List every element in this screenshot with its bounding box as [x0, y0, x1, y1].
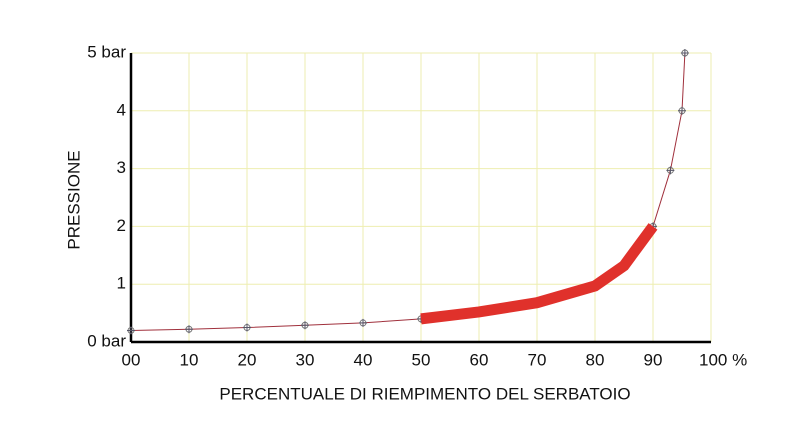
x-tick-label: 90 [644, 350, 663, 369]
y-tick-label: 0 bar [87, 331, 126, 350]
marker-cross [678, 106, 686, 115]
y-tick-label: 2 [117, 216, 126, 235]
point-marker [301, 321, 309, 330]
x-tick-label: 100 % [699, 350, 747, 369]
marker-cross [666, 166, 675, 175]
x-tick-label: 70 [528, 350, 547, 369]
point-marker [127, 326, 135, 335]
marker-cross [127, 326, 135, 335]
x-tick-label: 60 [470, 350, 489, 369]
marker-cross [359, 318, 367, 327]
y-axis-title: PRESSIONE [64, 150, 83, 249]
point-marker [185, 325, 193, 334]
point-marker [678, 106, 686, 115]
point-marker [680, 49, 689, 57]
data-line [130, 52, 686, 331]
y-tick-label: 5 bar [87, 42, 126, 61]
marker-cross [680, 49, 689, 57]
x-tick-label: 80 [586, 350, 605, 369]
point-marker [243, 323, 251, 332]
data-line [420, 223, 658, 325]
point-marker [666, 166, 675, 175]
x-tick-label: 10 [180, 350, 199, 369]
x-tick-label: 30 [296, 350, 315, 369]
x-tick-label: 00 [122, 350, 141, 369]
y-tick-label: 3 [117, 158, 126, 177]
y-tick-label: 1 [117, 274, 126, 293]
x-tick-label: 40 [354, 350, 373, 369]
x-axis-title: PERCENTUALE DI RIEMPIMENTO DEL SERBATOIO [219, 384, 630, 403]
x-tick-label: 20 [238, 350, 257, 369]
marker-cross [301, 321, 309, 330]
point-marker [359, 318, 367, 327]
y-tick-label: 4 [117, 100, 126, 119]
x-tick-label: 50 [412, 350, 431, 369]
marker-cross [185, 325, 193, 334]
marker-cross [243, 323, 251, 332]
